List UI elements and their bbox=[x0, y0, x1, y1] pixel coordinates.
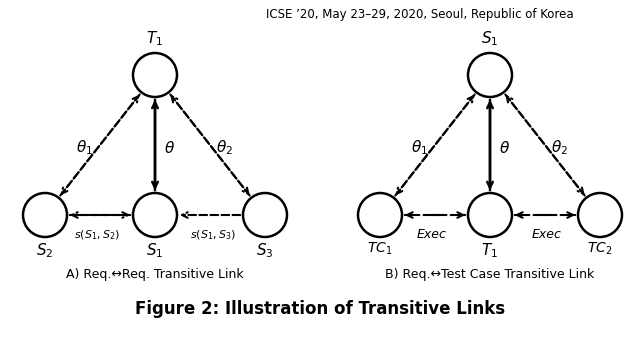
Text: Figure 2: Illustration of Transitive Links: Figure 2: Illustration of Transitive Lin… bbox=[135, 300, 505, 318]
Circle shape bbox=[468, 193, 512, 237]
Circle shape bbox=[133, 53, 177, 97]
Text: $\theta_1$: $\theta_1$ bbox=[76, 139, 93, 157]
Circle shape bbox=[578, 193, 622, 237]
Text: $\theta_2$: $\theta_2$ bbox=[216, 139, 234, 157]
Circle shape bbox=[358, 193, 402, 237]
Circle shape bbox=[243, 193, 287, 237]
Text: ICSE ’20, May 23–29, 2020, Seoul, Republic of Korea: ICSE ’20, May 23–29, 2020, Seoul, Republ… bbox=[266, 8, 574, 21]
Circle shape bbox=[23, 193, 67, 237]
Text: $S_2$: $S_2$ bbox=[36, 241, 54, 260]
Text: $T_1$: $T_1$ bbox=[147, 29, 163, 48]
Text: $S_1$: $S_1$ bbox=[481, 29, 499, 48]
Text: B) Req.↔Test Case Transitive Link: B) Req.↔Test Case Transitive Link bbox=[385, 268, 595, 281]
Text: Exec: Exec bbox=[417, 228, 447, 241]
Text: $\theta_1$: $\theta_1$ bbox=[412, 139, 429, 157]
Text: $T_1$: $T_1$ bbox=[481, 241, 499, 260]
Text: $S_1$: $S_1$ bbox=[147, 241, 164, 260]
Text: $s(S_1,S_3)$: $s(S_1,S_3)$ bbox=[190, 228, 236, 242]
Text: $\theta_2$: $\theta_2$ bbox=[552, 139, 568, 157]
Circle shape bbox=[133, 193, 177, 237]
Text: $S_3$: $S_3$ bbox=[256, 241, 274, 260]
Text: $TC_2$: $TC_2$ bbox=[588, 241, 612, 257]
Text: Exec: Exec bbox=[532, 228, 562, 241]
Text: $s(S_1,S_2)$: $s(S_1,S_2)$ bbox=[74, 228, 120, 242]
Text: $TC_1$: $TC_1$ bbox=[367, 241, 393, 257]
Circle shape bbox=[468, 53, 512, 97]
Text: $\theta$: $\theta$ bbox=[499, 140, 511, 156]
Text: $\theta$: $\theta$ bbox=[164, 140, 175, 156]
Text: A) Req.↔Req. Transitive Link: A) Req.↔Req. Transitive Link bbox=[66, 268, 244, 281]
